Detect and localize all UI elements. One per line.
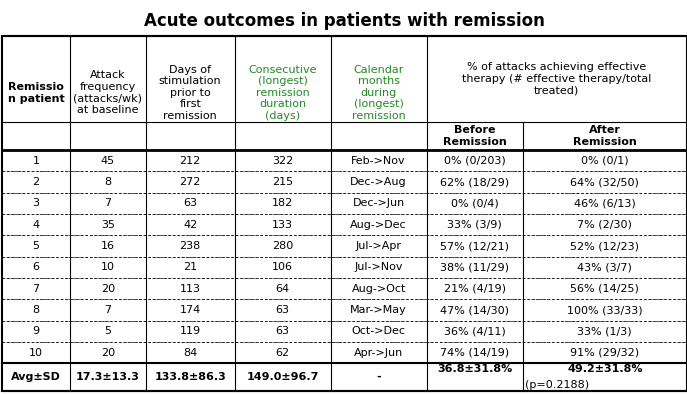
Text: 16: 16	[101, 241, 115, 251]
Text: 6: 6	[32, 262, 40, 273]
Text: 119: 119	[179, 326, 201, 337]
Text: Days of
stimulation
prior to
first
remission: Days of stimulation prior to first remis…	[159, 65, 221, 121]
Text: 17.3±13.3: 17.3±13.3	[76, 372, 140, 382]
Text: 20: 20	[101, 348, 115, 358]
Text: 212: 212	[179, 156, 201, 166]
Text: 64: 64	[275, 284, 290, 294]
Text: 3: 3	[32, 198, 40, 209]
Text: 64% (32/50): 64% (32/50)	[570, 177, 639, 187]
Text: Avg±SD: Avg±SD	[11, 372, 61, 382]
Text: Remissio
n patient: Remissio n patient	[8, 82, 65, 103]
Text: 36% (4/11): 36% (4/11)	[444, 326, 506, 337]
Text: 46% (6/13): 46% (6/13)	[574, 198, 635, 209]
Text: -: -	[376, 372, 381, 382]
Text: 36.8±31.8%: 36.8±31.8%	[437, 364, 513, 374]
Text: 174: 174	[179, 305, 201, 315]
Text: 238: 238	[179, 241, 201, 251]
Text: 10: 10	[101, 262, 115, 273]
Text: Feb->Nov: Feb->Nov	[351, 156, 406, 166]
Text: 7% (2/30): 7% (2/30)	[577, 220, 632, 230]
Text: 5: 5	[104, 326, 111, 337]
Text: 0% (0/203): 0% (0/203)	[444, 156, 506, 166]
Text: % of attacks achieving effective
therapy (# effective therapy/total
treated): % of attacks achieving effective therapy…	[462, 62, 651, 96]
Text: Attack
frequency
(attacks/wk)
at baseline: Attack frequency (attacks/wk) at baselin…	[74, 70, 142, 115]
Text: Before
Remission: Before Remission	[442, 126, 506, 147]
Text: 57% (12/21): 57% (12/21)	[440, 241, 509, 251]
Text: 74% (14/19): 74% (14/19)	[440, 348, 509, 358]
Text: 91% (29/32): 91% (29/32)	[570, 348, 640, 358]
Text: 8: 8	[32, 305, 40, 315]
Text: 21: 21	[183, 262, 197, 273]
Text: Oct->Dec: Oct->Dec	[352, 326, 405, 337]
Text: 20: 20	[101, 284, 115, 294]
Text: 0% (0/1): 0% (0/1)	[581, 156, 629, 166]
Text: Consecutive
(longest)
remission
duration
(days): Consecutive (longest) remission duration…	[249, 65, 317, 121]
Text: 63: 63	[275, 326, 290, 337]
Text: Acute outcomes in patients with remission: Acute outcomes in patients with remissio…	[144, 12, 545, 30]
Text: 322: 322	[272, 156, 293, 166]
Text: 280: 280	[272, 241, 293, 251]
Text: Dec->Aug: Dec->Aug	[350, 177, 407, 187]
Text: 63: 63	[183, 198, 197, 209]
Text: 0% (0/4): 0% (0/4)	[451, 198, 499, 209]
Text: Calendar
months
during
(longest)
remission: Calendar months during (longest) remissi…	[352, 65, 405, 121]
Text: 2: 2	[32, 177, 40, 187]
Text: 272: 272	[179, 177, 201, 187]
Text: 52% (12/23): 52% (12/23)	[570, 241, 640, 251]
Text: 8: 8	[104, 177, 111, 187]
Text: 62: 62	[275, 348, 290, 358]
Text: 7: 7	[104, 305, 111, 315]
Text: 5: 5	[32, 241, 40, 251]
Text: 84: 84	[183, 348, 197, 358]
Text: Apr->Jun: Apr->Jun	[354, 348, 403, 358]
Text: 62% (18/29): 62% (18/29)	[440, 177, 509, 187]
Text: 215: 215	[272, 177, 293, 187]
Text: Dec->Jun: Dec->Jun	[352, 198, 405, 209]
Text: 45: 45	[101, 156, 115, 166]
Text: 43% (3/7): 43% (3/7)	[577, 262, 632, 273]
Text: 1: 1	[32, 156, 40, 166]
Text: 33% (1/3): 33% (1/3)	[578, 326, 632, 337]
Text: 149.0±96.7: 149.0±96.7	[247, 372, 319, 382]
Text: Jul->Apr: Jul->Apr	[356, 241, 402, 251]
Text: 113: 113	[180, 284, 201, 294]
Text: (p=0.2188): (p=0.2188)	[525, 380, 589, 390]
Text: 38% (11/29): 38% (11/29)	[440, 262, 509, 273]
Text: Jul->Nov: Jul->Nov	[354, 262, 403, 273]
Text: 9: 9	[32, 326, 40, 337]
Text: Mar->May: Mar->May	[350, 305, 407, 315]
Text: After
Remission: After Remission	[573, 126, 637, 147]
Text: 35: 35	[101, 220, 115, 230]
Text: Aug->Dec: Aug->Dec	[350, 220, 407, 230]
Text: 133.8±86.3: 133.8±86.3	[155, 372, 226, 382]
Text: 106: 106	[272, 262, 293, 273]
Text: 7: 7	[32, 284, 40, 294]
Text: 4: 4	[32, 220, 40, 230]
Text: 63: 63	[275, 305, 290, 315]
Text: 47% (14/30): 47% (14/30)	[440, 305, 509, 315]
Text: 49.2±31.8%: 49.2±31.8%	[567, 364, 642, 374]
Text: 21% (4/19): 21% (4/19)	[444, 284, 506, 294]
Text: 33% (3/9): 33% (3/9)	[447, 220, 502, 230]
Text: 42: 42	[183, 220, 197, 230]
Text: 133: 133	[272, 220, 293, 230]
Text: 182: 182	[272, 198, 293, 209]
Text: 10: 10	[29, 348, 43, 358]
Text: 56% (14/25): 56% (14/25)	[570, 284, 639, 294]
Text: Aug->Oct: Aug->Oct	[352, 284, 406, 294]
Text: 100% (33/33): 100% (33/33)	[567, 305, 642, 315]
Text: 7: 7	[104, 198, 111, 209]
